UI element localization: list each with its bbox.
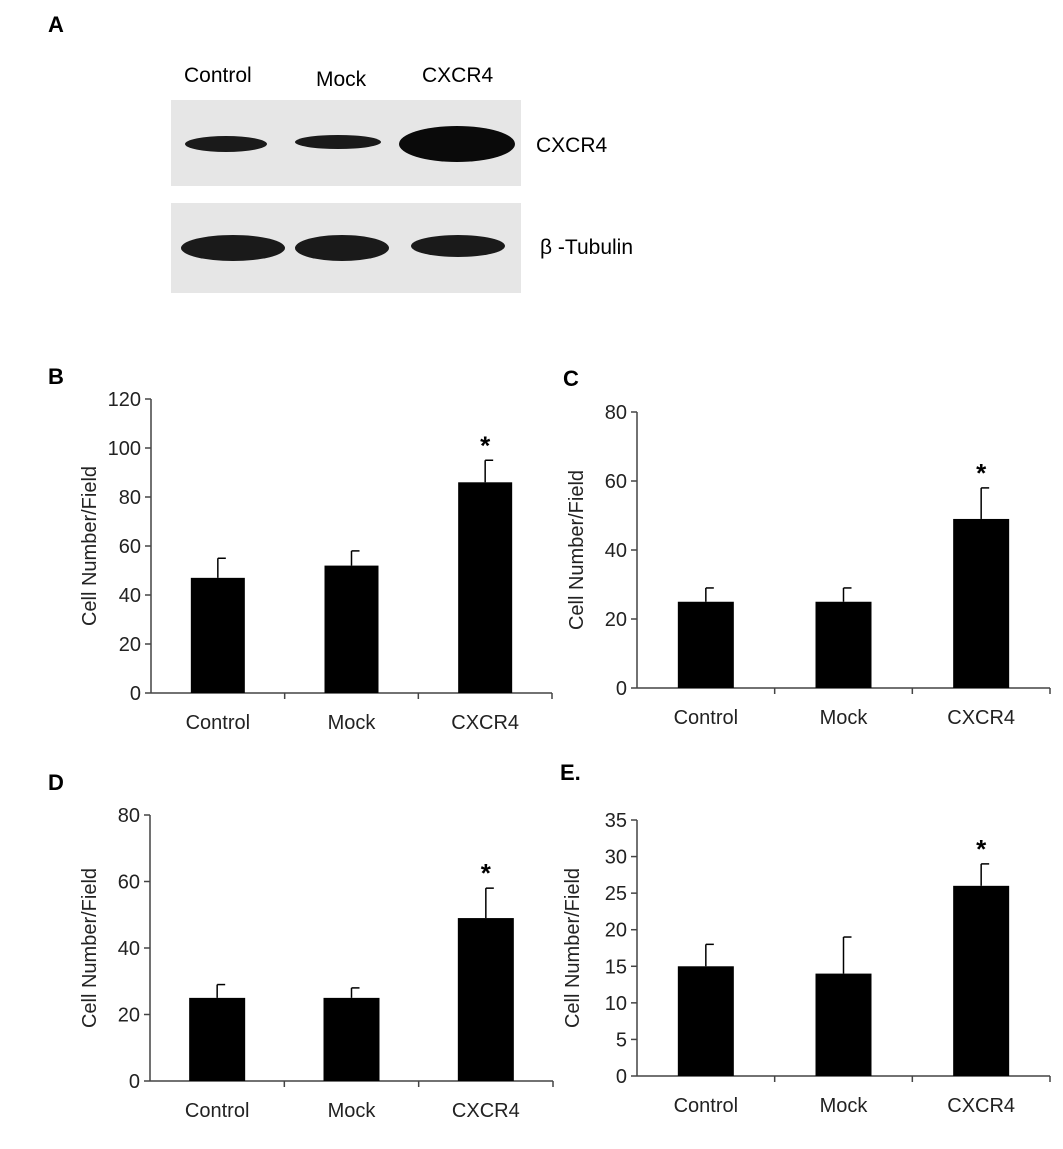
chart-e-significance-2: * (976, 834, 987, 864)
chart-b-ytick-label-3: 60 (119, 536, 141, 558)
chart-d-ytick-label-1: 20 (118, 1005, 140, 1027)
chart-d-bar-2 (457, 918, 514, 1081)
blot-band-tubulin-mock (295, 235, 389, 261)
chart-b-bar-0 (190, 577, 245, 693)
chart-b-ytick-label-2: 40 (119, 585, 141, 607)
chart-c-ytick-label-3: 60 (605, 471, 627, 493)
chart-c-ytick-label-2: 40 (605, 540, 627, 562)
chart-d-ytick-label-2: 40 (118, 938, 140, 960)
chart-c-category-label-0: Control (674, 707, 738, 729)
chart-c-category-label-2: CXCR4 (947, 707, 1015, 729)
chart-e-ytick-label-2: 10 (605, 993, 627, 1015)
chart-c-bar-1 (815, 601, 872, 688)
chart-b-ytick-label-4: 80 (119, 487, 141, 509)
chart-e-bar-0 (677, 966, 734, 1076)
chart-b-ytick-label-6: 120 (108, 389, 141, 411)
chart-e-category-label-0: Control (674, 1095, 738, 1117)
chart-e-ytick-label-5: 25 (605, 883, 627, 905)
chart-d-ytick-label-0: 0 (129, 1071, 140, 1093)
chart-b-category-label-1: Mock (328, 712, 377, 734)
chart-b-ytick-label-5: 100 (108, 438, 141, 460)
chart-e-bar-2 (953, 885, 1010, 1076)
chart-d-significance-2: * (481, 858, 492, 888)
chart-e-ytick-label-3: 15 (605, 956, 627, 978)
chart-e-ytick-label-6: 30 (605, 847, 627, 869)
panel-label-d: D (48, 770, 64, 795)
chart-e-ytick-label-0: 0 (616, 1066, 627, 1088)
chart-c-ytick-label-1: 20 (605, 609, 627, 631)
chart-b-ylabel: Cell Number/Field (79, 466, 101, 626)
chart-c-bar-2 (953, 518, 1010, 688)
chart-c-ytick-label-0: 0 (616, 678, 627, 700)
chart-c-category-label-1: Mock (820, 707, 869, 729)
blot-band-cxcr4-cxcr4 (399, 126, 515, 162)
chart-b-category-label-0: Control (186, 712, 250, 734)
chart-d-bar-1 (323, 997, 380, 1081)
blot-protein-tubulin: β -Tubulin (540, 236, 634, 259)
blot-lane-label-cxcr4: CXCR4 (422, 64, 494, 87)
chart-e-bar-1 (815, 973, 872, 1076)
chart-b-significance-2: * (480, 430, 491, 460)
blot-lane-label-control: Control (184, 64, 252, 87)
chart-d-bar-0 (189, 997, 246, 1081)
panel-label-b: B (48, 364, 64, 389)
chart-e-category-label-2: CXCR4 (947, 1095, 1015, 1117)
chart-c-ytick-label-4: 80 (605, 402, 627, 424)
chart-c-significance-2: * (976, 458, 987, 488)
blot-band-cxcr4-control (185, 136, 267, 152)
chart-d-category-label-1: Mock (328, 1100, 377, 1122)
chart-b-bar-2 (458, 482, 513, 693)
panel-label-e: E. (560, 760, 581, 785)
chart-b-bar-1 (324, 565, 379, 693)
chart-d-ytick-label-4: 80 (118, 805, 140, 827)
chart-e-ytick-label-4: 20 (605, 920, 627, 942)
chart-c-bar-0 (677, 601, 734, 688)
chart-c-ylabel: Cell Number/Field (566, 470, 588, 630)
chart-d-ylabel: Cell Number/Field (79, 868, 101, 1028)
chart-b-category-label-2: CXCR4 (451, 712, 519, 734)
chart-b-ytick-label-1: 20 (119, 634, 141, 656)
blot-lane-label-mock: Mock (316, 68, 367, 91)
blot-band-cxcr4-mock (295, 135, 381, 149)
blot-strip-tubulin (171, 203, 521, 293)
chart-e-category-label-1: Mock (820, 1095, 869, 1117)
chart-b-ytick-label-0: 0 (130, 683, 141, 705)
chart-d-category-label-2: CXCR4 (452, 1100, 520, 1122)
chart-e-ytick-label-7: 35 (605, 810, 627, 832)
chart-e-ylabel: Cell Number/Field (562, 868, 584, 1028)
blot-strip-cxcr4 (171, 100, 521, 186)
chart-e-ytick-label-1: 5 (616, 1029, 627, 1051)
blot-protein-cxcr4: CXCR4 (536, 134, 608, 157)
blot-band-tubulin-control (181, 235, 285, 261)
panel-label-c: C (563, 366, 579, 391)
chart-d-category-label-0: Control (185, 1100, 249, 1122)
panel-label-a: A (48, 12, 64, 37)
blot-band-tubulin-cxcr4 (411, 235, 505, 257)
chart-d-ytick-label-3: 60 (118, 872, 140, 894)
